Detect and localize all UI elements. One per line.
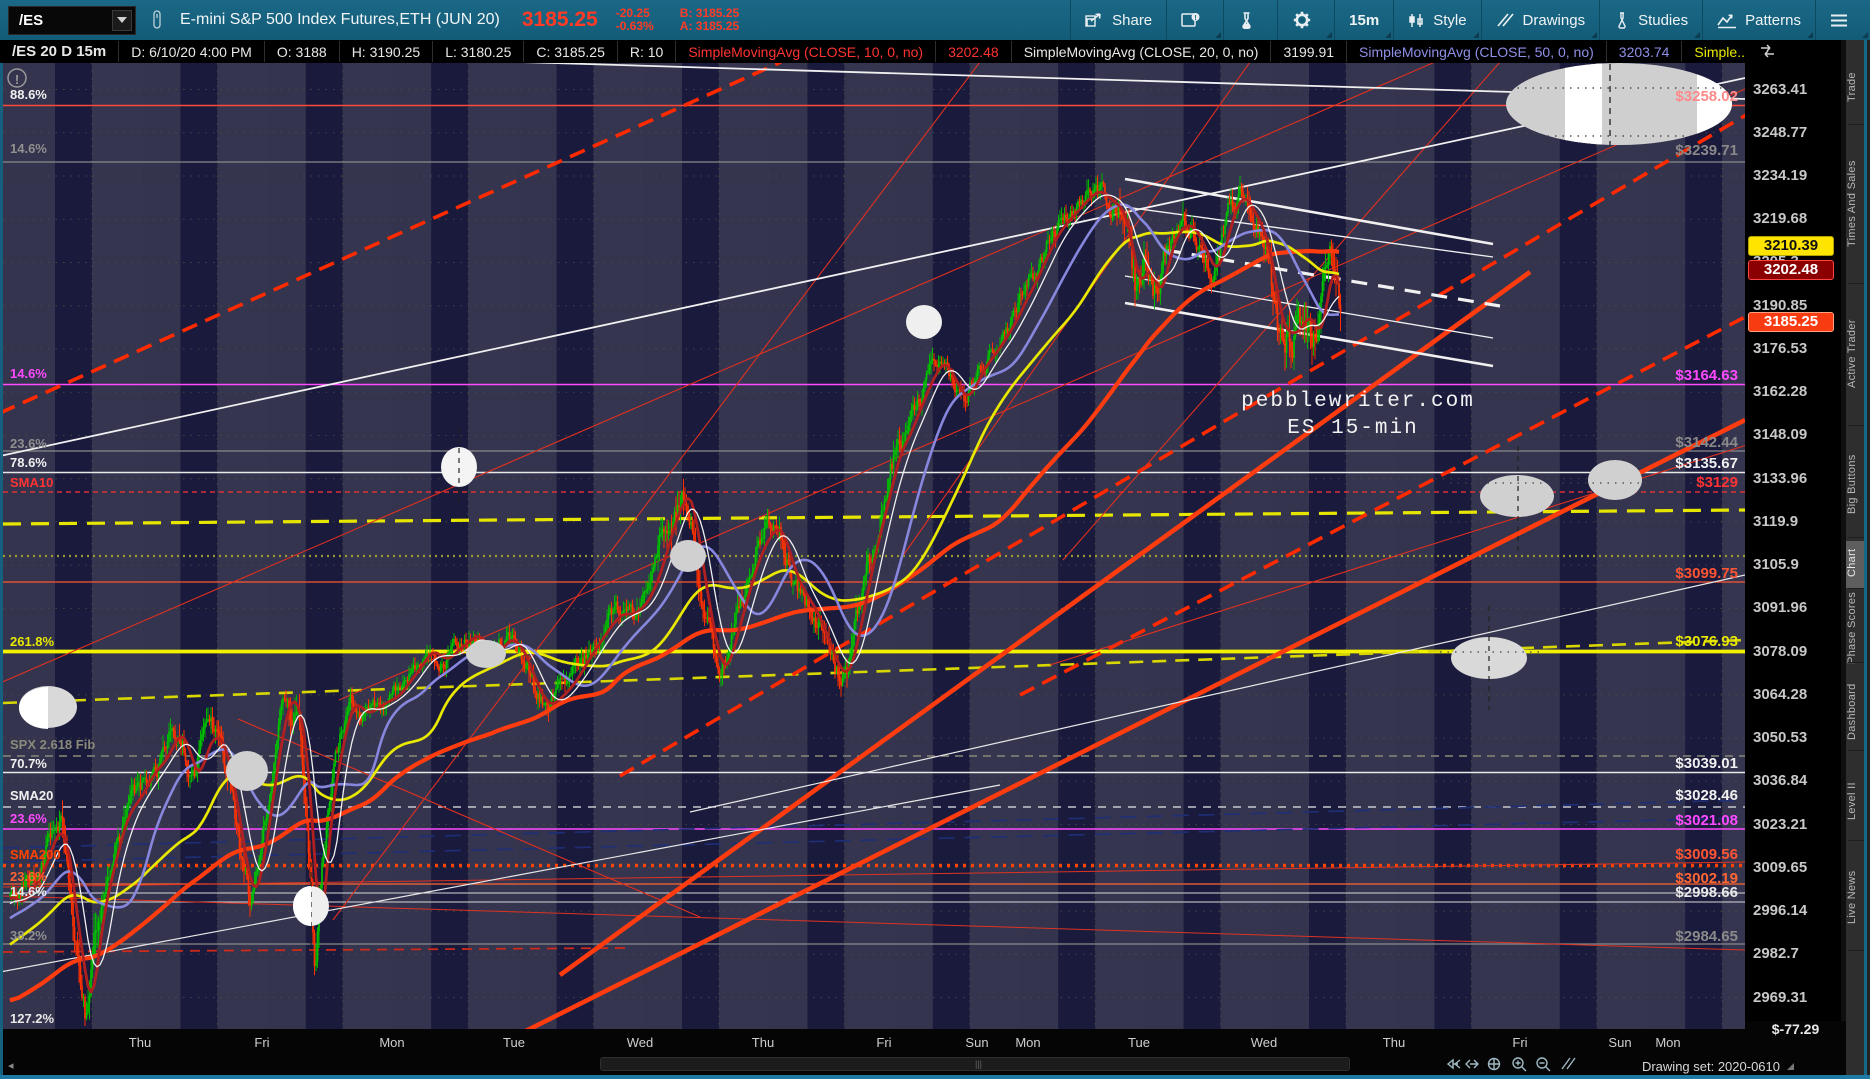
svg-text:88.6%: 88.6%	[10, 87, 47, 102]
svg-text:$3076.93: $3076.93	[1675, 633, 1738, 650]
svg-text:pebblewriter.com: pebblewriter.com	[1241, 390, 1475, 413]
svg-text:127.2%: 127.2%	[10, 1011, 55, 1026]
svg-text:14.6%: 14.6%	[10, 141, 47, 156]
svg-text:SMA20: SMA20	[10, 788, 53, 803]
svg-text:23.6%: 23.6%	[10, 869, 47, 884]
svg-text:38.2%: 38.2%	[10, 928, 47, 943]
svg-text:$3009.56: $3009.56	[1675, 846, 1738, 863]
svg-text:$3039.01: $3039.01	[1675, 755, 1738, 772]
svg-text:$2998.66: $2998.66	[1675, 884, 1738, 901]
svg-text:14.6%: 14.6%	[10, 884, 47, 899]
svg-text:$3028.46: $3028.46	[1675, 787, 1738, 804]
svg-text:78.6%: 78.6%	[10, 455, 47, 470]
svg-text:23.6%: 23.6%	[10, 436, 47, 451]
svg-text:$3135.67: $3135.67	[1675, 455, 1738, 472]
svg-text:$3099.75: $3099.75	[1675, 565, 1738, 582]
svg-text:$3129: $3129	[1696, 474, 1738, 491]
svg-text:$3021.08: $3021.08	[1675, 812, 1738, 829]
svg-text:23.6%: 23.6%	[10, 811, 47, 826]
svg-text:$3239.71: $3239.71	[1675, 142, 1738, 159]
svg-text:$3142.44: $3142.44	[1675, 434, 1738, 451]
svg-text:SMA200: SMA200	[10, 847, 61, 862]
svg-text:!: !	[15, 72, 19, 87]
svg-text:SPX 2.618 Fib: SPX 2.618 Fib	[10, 737, 95, 752]
svg-text:$3164.63: $3164.63	[1675, 367, 1738, 384]
svg-text:14.6%: 14.6%	[10, 366, 47, 381]
svg-text:ES 15-min: ES 15-min	[1287, 417, 1418, 440]
svg-text:!: !	[1194, 15, 1196, 22]
svg-text:$3002.19: $3002.19	[1675, 870, 1738, 887]
svg-text:$2984.65: $2984.65	[1675, 928, 1738, 945]
svg-text:$3258.02: $3258.02	[1675, 88, 1738, 105]
svg-text:SMA10: SMA10	[10, 475, 53, 490]
svg-text:261.8%: 261.8%	[10, 634, 55, 649]
svg-text:70.7%: 70.7%	[10, 756, 47, 771]
